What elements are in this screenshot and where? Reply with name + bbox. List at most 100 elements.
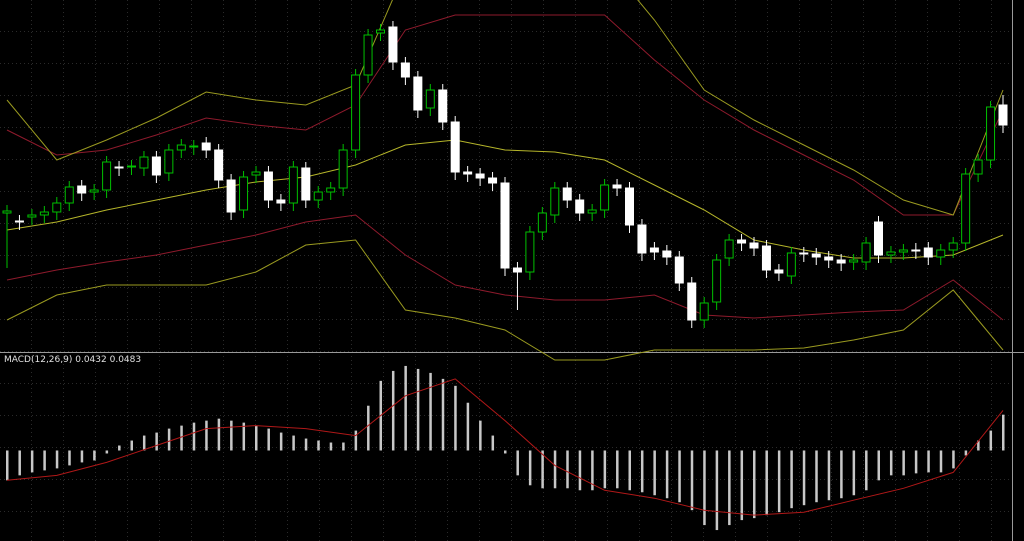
histogram-bar bbox=[55, 450, 59, 469]
candle-body bbox=[836, 259, 846, 264]
histogram-bar bbox=[927, 450, 930, 473]
candle-body bbox=[338, 149, 348, 189]
histogram-bar bbox=[217, 418, 221, 451]
histogram-bar bbox=[740, 450, 744, 521]
histogram-bar bbox=[279, 432, 283, 451]
histogram-bar bbox=[93, 450, 96, 461]
histogram-bar bbox=[802, 450, 806, 506]
candle-body bbox=[239, 176, 249, 211]
histogram-bar bbox=[728, 450, 731, 526]
grid bbox=[0, 0, 1012, 352]
histogram-bar bbox=[255, 425, 258, 451]
histogram-bar bbox=[1002, 414, 1005, 451]
indicator-name: MACD(12,26,9) bbox=[4, 355, 72, 365]
histogram-bar bbox=[118, 445, 121, 451]
candle-body bbox=[301, 167, 311, 201]
candle-body bbox=[413, 76, 423, 111]
histogram-bar bbox=[678, 450, 681, 503]
candle-body bbox=[400, 62, 410, 78]
candle-body bbox=[612, 184, 622, 189]
candle-body bbox=[201, 142, 211, 151]
histogram-bar bbox=[790, 450, 793, 509]
histogram-bar bbox=[43, 450, 46, 471]
candle-body bbox=[761, 245, 771, 271]
histogram-bar bbox=[877, 450, 880, 481]
candle-body bbox=[52, 202, 62, 213]
candle-body bbox=[712, 259, 722, 303]
candle-body bbox=[488, 177, 498, 184]
histogram-bar bbox=[566, 450, 569, 489]
candle-body bbox=[326, 187, 336, 193]
signal-value: 0.0483 bbox=[110, 355, 142, 365]
candle-body bbox=[127, 165, 136, 168]
histogram-bar bbox=[815, 450, 818, 503]
candle-body bbox=[164, 149, 174, 174]
histogram-bar bbox=[80, 450, 84, 463]
candle-body bbox=[737, 239, 747, 244]
candle-body bbox=[786, 252, 796, 277]
candle-body bbox=[575, 199, 585, 214]
candle-body bbox=[923, 247, 933, 258]
histogram-bar bbox=[242, 422, 246, 451]
histogram-bar bbox=[416, 368, 420, 451]
histogram-bar bbox=[528, 450, 532, 486]
candle-body bbox=[824, 256, 834, 261]
histogram-bar bbox=[840, 450, 843, 499]
candle-body bbox=[351, 74, 361, 151]
candle-body bbox=[500, 182, 510, 269]
band-line bbox=[6, 239, 1004, 361]
candle-body bbox=[363, 34, 373, 76]
candle-body bbox=[936, 249, 946, 258]
histogram-bar bbox=[541, 450, 544, 489]
histogram-bar bbox=[765, 450, 768, 516]
candle-body bbox=[625, 187, 634, 226]
histogram-bar bbox=[304, 438, 308, 451]
candle-body bbox=[176, 144, 186, 151]
candle-body bbox=[811, 253, 821, 258]
histogram-bar bbox=[6, 450, 9, 481]
candle-body bbox=[724, 239, 734, 259]
candle-body bbox=[512, 267, 522, 273]
histogram-bar bbox=[690, 450, 694, 511]
histogram-bar bbox=[703, 450, 706, 526]
histogram-bar bbox=[889, 450, 893, 476]
candle-body bbox=[973, 159, 983, 175]
candle-body bbox=[64, 186, 74, 204]
histogram-bar bbox=[516, 450, 519, 476]
candle-body bbox=[313, 191, 323, 201]
histogram-bar bbox=[205, 420, 208, 451]
histogram-bar bbox=[367, 405, 370, 451]
histogram-bar bbox=[317, 440, 320, 451]
histogram-bar bbox=[230, 420, 233, 451]
candle-body bbox=[886, 251, 896, 256]
candle-body bbox=[114, 166, 124, 169]
histogram-bar bbox=[628, 450, 631, 491]
histogram-bar bbox=[292, 435, 295, 451]
candle-body bbox=[600, 184, 610, 211]
histogram-bar bbox=[429, 372, 432, 451]
histogram-bar bbox=[989, 430, 993, 451]
candle-body bbox=[263, 171, 273, 201]
histogram-bar bbox=[653, 450, 656, 496]
histogram-bar bbox=[952, 450, 955, 469]
band-line bbox=[6, 0, 1004, 216]
histogram-bar bbox=[354, 430, 358, 451]
histogram-bar bbox=[902, 450, 905, 476]
candle-body bbox=[674, 256, 684, 284]
candle-body bbox=[537, 212, 547, 233]
histogram-bar bbox=[68, 450, 71, 466]
histogram-bar bbox=[852, 450, 856, 496]
histogram-bar bbox=[715, 450, 719, 531]
candle-body bbox=[562, 187, 572, 201]
candle-body bbox=[151, 156, 161, 176]
histogram-bar bbox=[142, 435, 146, 451]
band-line bbox=[6, 139, 1004, 259]
histogram-bar bbox=[30, 450, 34, 473]
candle-body bbox=[699, 302, 709, 321]
histogram-bar bbox=[777, 450, 781, 513]
histogram-bar bbox=[441, 378, 445, 451]
histogram-bar bbox=[18, 450, 21, 476]
candle-body bbox=[799, 252, 809, 255]
histogram-bar bbox=[591, 450, 594, 491]
